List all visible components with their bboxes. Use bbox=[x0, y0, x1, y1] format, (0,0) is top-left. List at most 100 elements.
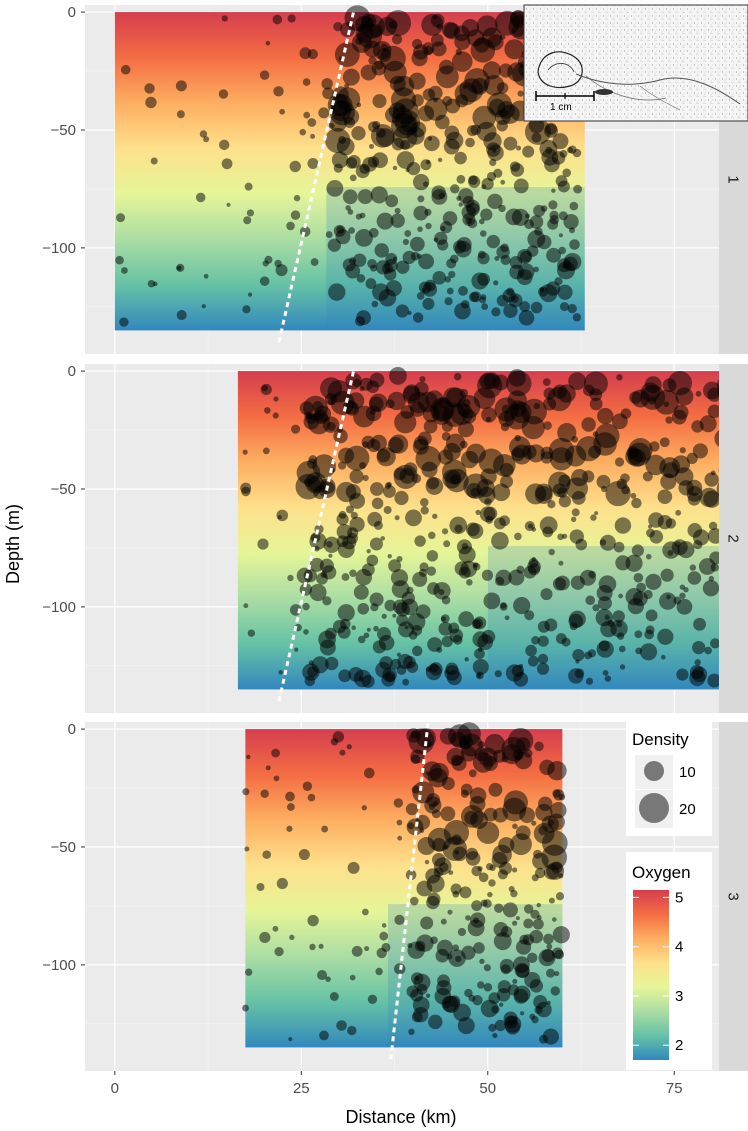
density-bubble bbox=[453, 372, 462, 381]
density-bubble bbox=[242, 305, 251, 314]
density-bubble bbox=[542, 1028, 559, 1045]
density-bubble bbox=[698, 558, 716, 575]
density-bubble bbox=[571, 491, 586, 505]
density-bubble bbox=[273, 775, 280, 782]
density-bubble bbox=[525, 213, 530, 219]
density-bubble bbox=[521, 416, 545, 440]
density-bubble bbox=[660, 568, 674, 582]
density-bubble bbox=[665, 518, 677, 529]
density-bubble bbox=[618, 645, 626, 653]
density-bubble bbox=[497, 869, 508, 880]
density-bubble bbox=[418, 281, 432, 294]
density-bubble bbox=[437, 157, 443, 163]
density-bubble bbox=[366, 627, 371, 632]
density-bubble bbox=[483, 964, 491, 972]
density-bubble bbox=[620, 408, 632, 419]
density-bubble bbox=[413, 1007, 429, 1023]
density-bubble bbox=[509, 161, 521, 172]
density-bubble bbox=[516, 565, 525, 574]
density-bubble bbox=[657, 628, 674, 645]
density-bubble bbox=[643, 589, 653, 600]
density-bubble bbox=[459, 440, 468, 449]
density-bubble bbox=[345, 484, 361, 500]
density-bubble bbox=[699, 415, 717, 433]
density-bubble bbox=[244, 846, 250, 852]
density-bubble bbox=[296, 567, 313, 584]
y-tick-label: 0 bbox=[68, 4, 76, 21]
density-bubble bbox=[121, 267, 128, 274]
density-bubble bbox=[707, 404, 722, 419]
density-bubble bbox=[513, 178, 529, 194]
density-bubble bbox=[642, 471, 653, 482]
density-bubble bbox=[549, 210, 559, 220]
density-bubble bbox=[540, 588, 553, 601]
density-bubble bbox=[361, 674, 375, 688]
density-bubble bbox=[221, 15, 228, 22]
density-bubble bbox=[569, 201, 579, 211]
density-bubble bbox=[483, 132, 502, 151]
organism-inner-structure bbox=[547, 63, 575, 73]
density-bubble bbox=[483, 982, 493, 992]
density-bubble bbox=[531, 636, 540, 645]
density-bubble bbox=[477, 981, 485, 989]
density-bubble bbox=[589, 397, 603, 411]
density-bubble bbox=[526, 245, 539, 257]
density-bubble bbox=[493, 517, 506, 530]
density-bubble bbox=[432, 271, 447, 285]
density-bubble bbox=[496, 82, 509, 94]
density-bubble bbox=[464, 657, 469, 662]
density-bubble bbox=[533, 402, 541, 410]
density-bubble bbox=[552, 483, 567, 498]
density-bubble bbox=[275, 264, 288, 277]
density-bubble bbox=[527, 655, 539, 667]
facet-strip bbox=[719, 722, 748, 1071]
density-bubble bbox=[492, 483, 511, 502]
density-bubble bbox=[694, 659, 701, 666]
density-bubble bbox=[548, 548, 555, 556]
density-bubble bbox=[419, 376, 426, 383]
density-bubble bbox=[456, 174, 466, 184]
density-bubble bbox=[423, 135, 440, 152]
density-bubble bbox=[477, 741, 485, 749]
density-bubble bbox=[349, 974, 356, 981]
density-bubble bbox=[552, 789, 561, 798]
density-bubble bbox=[393, 464, 418, 489]
density-bubble bbox=[376, 212, 394, 230]
density-bubble bbox=[313, 545, 320, 552]
density-bubble bbox=[351, 625, 356, 630]
density-bubble bbox=[437, 239, 449, 251]
density-bubble bbox=[708, 521, 718, 531]
density-bubble bbox=[458, 285, 468, 296]
density-bubble bbox=[533, 849, 543, 859]
density-bubble bbox=[551, 188, 556, 193]
density-bubble bbox=[530, 909, 540, 919]
x-axis-ticks: 0 25 50 75 bbox=[111, 1071, 683, 1097]
density-bubble bbox=[372, 283, 390, 301]
density-bubble bbox=[512, 956, 530, 974]
density-bubble bbox=[394, 490, 409, 506]
density-bubble bbox=[381, 613, 387, 619]
density-bubble bbox=[571, 508, 580, 517]
density-bubble bbox=[529, 1013, 536, 1020]
density-bubble bbox=[543, 933, 554, 945]
density-bubble bbox=[494, 903, 504, 913]
density-bubble bbox=[274, 947, 284, 957]
density-bubble bbox=[393, 798, 404, 808]
density-bubble bbox=[667, 371, 692, 396]
density-bubble bbox=[531, 820, 537, 826]
density-bubble bbox=[479, 958, 485, 965]
density-bubble bbox=[425, 222, 432, 230]
density-bubble bbox=[368, 227, 379, 238]
density-bubble bbox=[434, 987, 452, 1005]
density-bubble bbox=[256, 882, 265, 891]
density-bubble bbox=[356, 310, 371, 326]
density-bubble bbox=[369, 393, 388, 412]
density-bubble bbox=[420, 916, 434, 930]
density-bubble bbox=[396, 652, 401, 657]
density-bubble bbox=[246, 754, 251, 760]
density-bubble bbox=[441, 776, 455, 790]
density-bubble bbox=[428, 85, 443, 101]
density-bubble bbox=[355, 229, 373, 247]
density-bubble bbox=[616, 621, 623, 628]
density-bubble bbox=[568, 145, 577, 154]
